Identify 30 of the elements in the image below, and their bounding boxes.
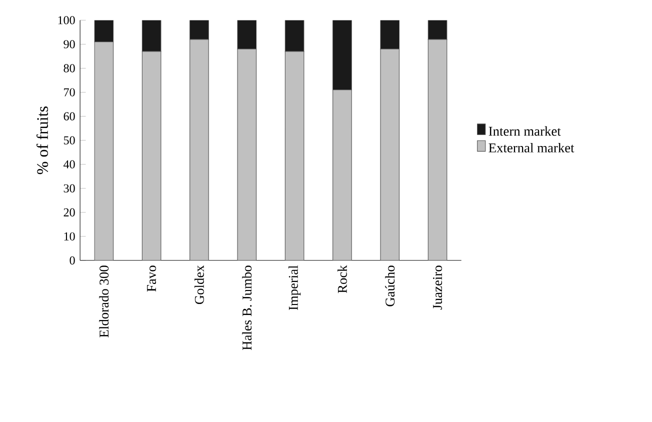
y-tick-label: 30 [64,184,75,193]
y-tick-label: 40 [64,160,75,169]
y-tick-label: 90 [64,40,75,48]
y-tick-label: 60 [64,112,75,121]
bar [284,20,304,52]
y-tick-label: 20 [64,208,75,217]
y-tick-label: 70 [64,88,75,96]
x-tick-label: Gaúcho [385,266,395,306]
x-tick-label: Imperial [288,266,301,310]
y-tick-label: 100 [58,16,75,24]
y-tick-label: 0 [70,256,75,265]
legend-label: External market [488,143,574,153]
x-tick-label: Eldorado 300 [99,266,109,338]
x-tick-label: Goldex [194,265,204,304]
bar [332,20,352,90]
bar [94,20,114,42]
y-tick-label: 50 [64,136,75,145]
x-tick-label: Hales B. Jumbo [242,266,252,350]
y-axis-title: % of fruits [36,106,48,174]
bar [428,20,448,40]
bar [142,20,162,52]
x-tick-label: Favo [147,266,156,292]
legend-label: Intern market [488,126,561,136]
x-tick-label: Rock [337,265,347,294]
x-tick-label: Juazeiro [433,266,442,310]
bar [237,20,257,50]
bar [190,20,209,40]
y-tick-label: 10 [64,232,75,241]
bar [380,20,400,50]
y-tick-label: 80 [64,64,75,72]
